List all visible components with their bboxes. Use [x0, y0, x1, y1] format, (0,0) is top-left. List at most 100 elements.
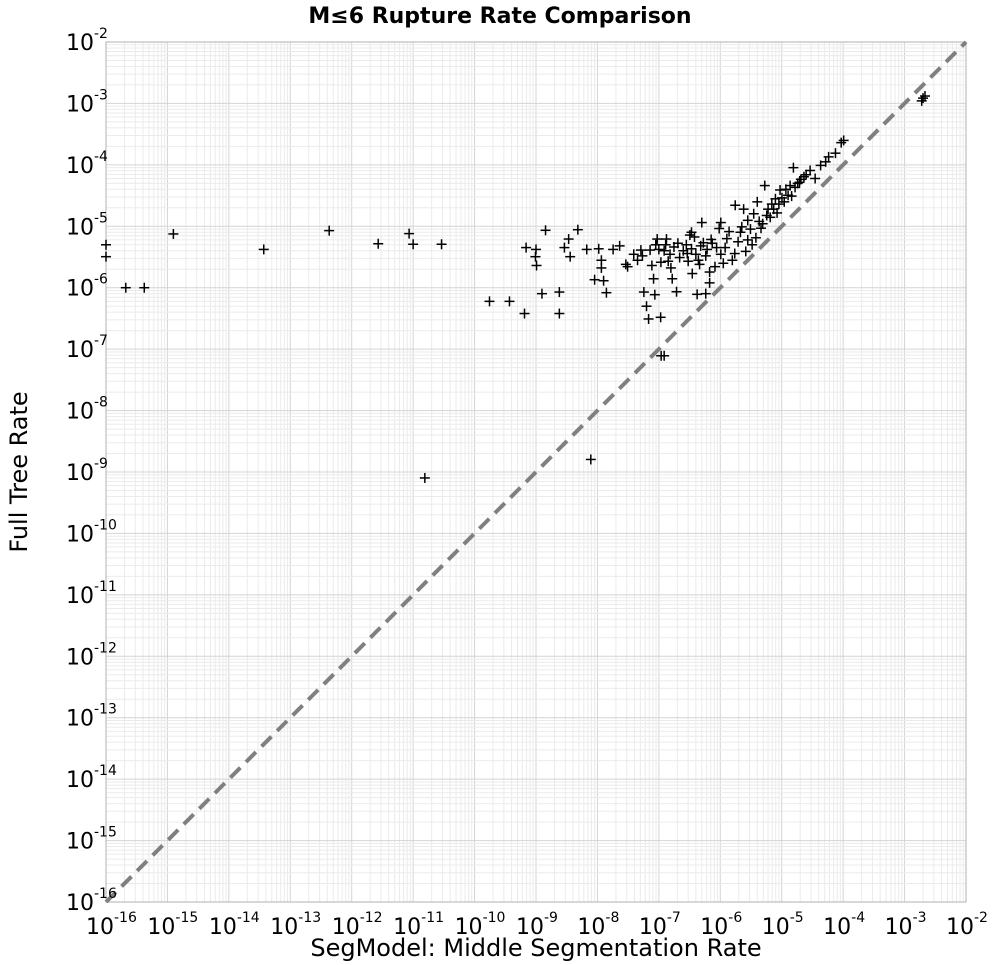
data-point: [738, 204, 749, 215]
data-point: [755, 223, 766, 234]
data-point: [655, 312, 666, 323]
data-point: [565, 251, 576, 262]
data-point: [687, 268, 698, 279]
data-point: [596, 262, 607, 273]
chart-title: M≤6 Rupture Rate Comparison: [308, 4, 691, 29]
data-point: [715, 217, 726, 228]
data-point: [752, 196, 763, 207]
data-point: [770, 193, 781, 204]
y-tick-label: 10-16: [66, 886, 117, 916]
data-point: [404, 228, 415, 239]
data-point: [554, 308, 565, 319]
data-point: [645, 245, 656, 256]
data-point: [536, 288, 547, 299]
x-tick-label: 10-8: [577, 910, 619, 940]
y-tick-label: 10-15: [66, 825, 117, 855]
data-point: [720, 242, 731, 253]
data-point: [805, 165, 816, 176]
data-point: [540, 225, 551, 236]
data-point: [742, 215, 753, 226]
data-point: [715, 249, 726, 260]
data-point: [693, 255, 704, 266]
y-tick-label: 10-3: [66, 87, 108, 117]
data-point: [836, 137, 847, 148]
data-point: [747, 239, 758, 250]
data-point: [436, 239, 447, 250]
reference-line: [104, 40, 968, 904]
data-point: [101, 251, 111, 262]
data-point: [729, 248, 740, 259]
y-tick-label: 10-4: [66, 149, 108, 179]
data-point: [258, 244, 269, 255]
data-point: [661, 234, 672, 245]
data-point: [554, 287, 565, 298]
data-point: [711, 242, 722, 253]
data-point: [736, 221, 747, 232]
data-point: [694, 259, 705, 270]
y-tick-label: 10-14: [66, 763, 117, 793]
y-tick-label: 10-5: [66, 210, 108, 240]
x-axis-label: SegModel: Middle Segmentation Rate: [310, 934, 761, 962]
data-point: [653, 244, 664, 255]
data-point: [519, 308, 530, 319]
data-point: [101, 239, 111, 250]
x-tick-label: 10-11: [393, 910, 444, 940]
data-point: [779, 196, 790, 207]
data-point: [672, 238, 683, 249]
data-point: [632, 255, 643, 266]
data-point: [692, 289, 703, 300]
data-point: [674, 252, 685, 263]
x-tick-label: 10-13: [270, 910, 321, 940]
data-point: [628, 249, 639, 260]
data-point: [659, 245, 670, 256]
data-point: [748, 208, 759, 219]
x-tick-label: 10-9: [516, 910, 558, 940]
data-point: [918, 93, 929, 104]
data-point: [665, 249, 676, 260]
data-point: [773, 199, 784, 210]
data-point: [373, 238, 384, 249]
x-tick-label: 10-7: [639, 910, 681, 940]
data-point: [614, 240, 625, 251]
x-tick-label: 10-10: [455, 910, 506, 940]
y-tick-label: 10-11: [66, 579, 117, 609]
data-point: [689, 231, 700, 242]
data-point: [663, 256, 674, 267]
data-point: [531, 260, 542, 271]
data-point: [589, 274, 600, 285]
data-point: [765, 212, 776, 223]
data-point: [649, 289, 660, 300]
data-point: [745, 224, 756, 235]
data-point: [504, 296, 515, 307]
data-point: [652, 234, 663, 245]
data-point: [772, 207, 783, 218]
x-tick-label: 10-3: [885, 910, 927, 940]
data-point: [593, 243, 604, 254]
data-point: [635, 245, 646, 256]
data-point: [830, 148, 841, 159]
x-tick-label: 10-5: [762, 910, 804, 940]
data-point: [620, 259, 631, 270]
data-point: [521, 242, 532, 253]
data-point: [786, 191, 797, 202]
plot-area: [105, 41, 967, 903]
data-point: [641, 301, 652, 312]
y-tick-label: 10-9: [66, 456, 108, 486]
data-point: [655, 257, 666, 268]
data-point: [815, 160, 826, 171]
data-point: [585, 454, 596, 465]
data-point: [700, 250, 711, 261]
y-tick-labels: 10-16 10-15 10-14 10-13 10-12 10-11 10-10 10-9 1…: [66, 26, 117, 916]
data-point: [646, 260, 657, 271]
data-point: [735, 227, 746, 238]
data-point: [724, 226, 735, 237]
data-point: [120, 282, 131, 293]
data-point: [601, 287, 612, 298]
data-point: [696, 217, 707, 228]
data-point: [742, 234, 753, 245]
x-tick-label: 10-4: [823, 910, 865, 940]
x-tick-labels: 10-16 10-15 10-14 10-13 10-12 10-11 10-10 10-9 1…: [86, 910, 988, 940]
data-point: [698, 237, 709, 248]
data-point: [810, 173, 821, 184]
